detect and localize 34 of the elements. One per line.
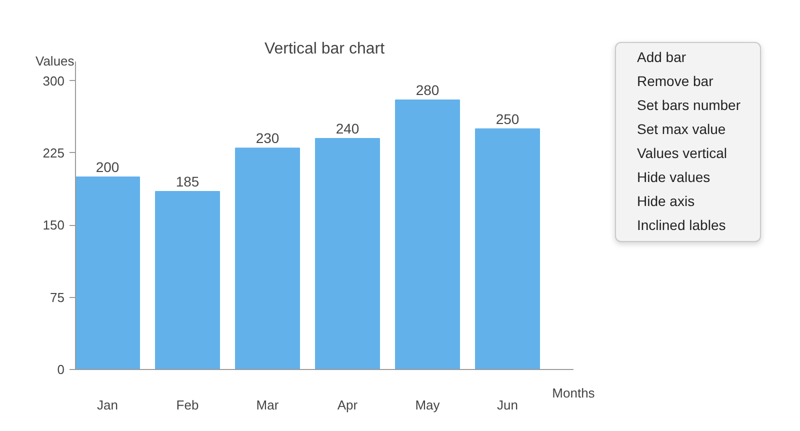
- y-tick-label: 150: [42, 218, 65, 233]
- y-tick-label: 0: [57, 362, 65, 377]
- bar: [235, 148, 300, 370]
- x-tick-label: Apr: [337, 398, 358, 412]
- text: Hide axis: [636, 192, 696, 211]
- bar: [155, 190, 220, 370]
- x-tick-label: May: [415, 398, 440, 412]
- data-label: 185: [176, 173, 200, 190]
- text: Values vertical: [636, 144, 728, 163]
- y-tick-label: 225: [42, 145, 65, 160]
- y-axis-title: Values: [36, 54, 75, 68]
- text: Set max value: [636, 120, 727, 139]
- x-tick-label: Feb: [176, 398, 199, 412]
- bar: [315, 138, 380, 370]
- chart-title: Vertical bar chart: [264, 40, 386, 58]
- data-label: 280: [416, 82, 440, 98]
- y-tick-label: 300: [42, 73, 65, 88]
- text: Hide values: [636, 168, 712, 187]
- text: Add bar: [636, 48, 688, 67]
- data-label: 200: [96, 159, 120, 175]
- data-label: 250: [496, 110, 520, 127]
- bar: [395, 100, 460, 370]
- x-tick-label: Jun: [497, 398, 518, 412]
- text: Inclined lables: [636, 216, 727, 235]
- x-axis-title: Months: [552, 386, 596, 400]
- data-label: 230: [256, 130, 280, 146]
- data-label: 240: [336, 120, 360, 136]
- text: Set bars number: [636, 96, 742, 115]
- y-tick-label: 75: [50, 290, 65, 305]
- bar: [475, 128, 540, 370]
- x-tick-label: Jan: [97, 398, 118, 412]
- text: Remove bar: [636, 72, 714, 91]
- bar: [76, 176, 140, 370]
- x-tick-label: Mar: [256, 398, 280, 412]
